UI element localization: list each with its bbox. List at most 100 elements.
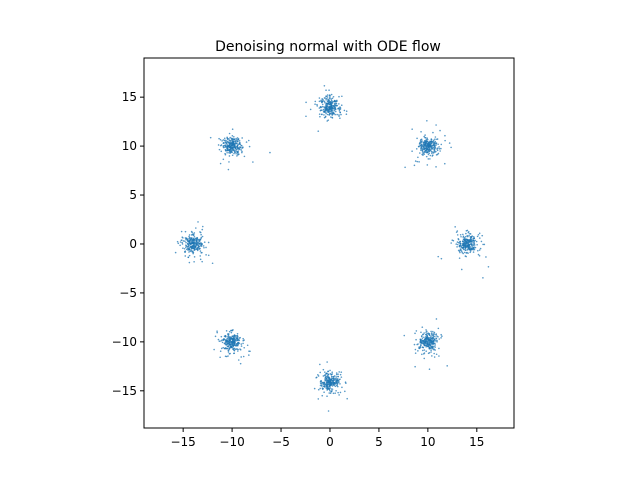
scatter-point <box>467 245 470 248</box>
scatter-point <box>319 382 322 385</box>
scatter-point <box>333 384 336 387</box>
scatter-point <box>190 245 192 248</box>
scatter-point <box>309 108 312 111</box>
scatter-point <box>331 382 334 385</box>
scatter-point <box>205 254 207 256</box>
scatter-point <box>423 147 426 150</box>
chart-title: Denoising normal with ODE flow <box>215 39 441 55</box>
scatter-point <box>421 337 424 339</box>
scatter-point <box>235 137 237 140</box>
scatter-point <box>328 378 331 381</box>
scatter-point <box>429 340 431 343</box>
scatter-point <box>229 136 231 139</box>
scatter-point <box>479 247 482 250</box>
scatter-point <box>431 144 434 147</box>
scatter-point <box>241 151 243 154</box>
scatter-point <box>468 246 470 249</box>
scatter-point <box>478 237 481 239</box>
scatter-point <box>477 233 480 236</box>
scatter-point <box>478 232 481 235</box>
scatter-point <box>483 243 486 246</box>
scatter-point <box>322 100 325 102</box>
scatter-point <box>236 348 238 350</box>
scatter-point <box>236 155 238 157</box>
scatter-point <box>201 235 204 238</box>
scatter-point <box>430 347 432 349</box>
scatter-point <box>328 106 331 109</box>
scatter-point <box>330 376 333 378</box>
scatter-point <box>446 365 449 367</box>
scatter-point <box>225 140 228 142</box>
scatter-point <box>463 244 466 247</box>
scatter-point <box>226 347 228 350</box>
x-tick-label: −5 <box>272 435 290 449</box>
scatter-point <box>421 349 424 352</box>
scatter-point <box>464 245 467 248</box>
scatter-point <box>329 100 331 103</box>
scatter-point <box>334 110 337 113</box>
scatter-point <box>419 140 422 142</box>
scatter-point <box>426 344 428 347</box>
scatter-point <box>331 371 333 374</box>
scatter-point <box>456 243 459 246</box>
scatter-point <box>436 339 438 342</box>
scatter-point <box>475 240 478 243</box>
scatter-point <box>424 333 427 336</box>
scatter-point <box>467 242 470 245</box>
scatter-point <box>231 346 234 349</box>
scatter-point <box>472 239 474 242</box>
y-tick-label: 10 <box>122 139 137 153</box>
scatter-point <box>187 256 190 259</box>
y-tick-label: 5 <box>129 188 137 202</box>
scatter-point <box>193 240 195 243</box>
scatter-point <box>318 113 321 115</box>
scatter-point <box>323 381 326 384</box>
scatter-point <box>340 371 343 373</box>
scatter-point <box>464 246 467 249</box>
scatter-point <box>441 335 443 338</box>
scatter-point <box>199 250 202 252</box>
scatter-point <box>335 102 337 104</box>
scatter-point <box>427 158 430 160</box>
scatter-point <box>320 109 322 111</box>
scatter-point <box>305 115 307 118</box>
scatter-point <box>325 377 328 380</box>
scatter-point <box>249 350 251 353</box>
scatter-point <box>232 344 235 347</box>
scatter-point <box>450 146 452 149</box>
scatter-point <box>459 251 461 254</box>
scatter-point <box>233 349 236 352</box>
scatter-point <box>338 103 340 105</box>
scatter-point <box>439 150 441 152</box>
scatter-point <box>425 141 428 144</box>
scatter-point <box>228 330 231 333</box>
scatter-point <box>235 336 237 339</box>
scatter-point <box>227 355 229 357</box>
scatter-point <box>228 341 230 344</box>
scatter-point <box>334 382 337 385</box>
scatter-point <box>467 252 469 254</box>
scatter-point <box>230 329 233 332</box>
scatter-point <box>485 256 487 258</box>
scatter-point <box>305 101 307 104</box>
scatter-point <box>226 343 229 346</box>
scatter-point <box>181 239 183 241</box>
scatter-point <box>344 390 346 393</box>
scatter-point <box>462 246 464 249</box>
scatter-point <box>223 335 226 337</box>
scatter-point <box>434 146 436 149</box>
scatter-point <box>225 355 228 358</box>
scatter-point <box>472 251 475 253</box>
scatter-point <box>189 250 192 253</box>
scatter-point <box>455 231 458 233</box>
scatter-point <box>236 142 238 145</box>
scatter-point <box>411 128 413 130</box>
scatter-point <box>435 353 438 356</box>
scatter-point <box>435 154 438 156</box>
scatter-point <box>227 145 229 148</box>
scatter-point <box>430 337 432 340</box>
scatter-point <box>228 149 231 151</box>
scatter-point <box>436 148 438 150</box>
scatter-point <box>240 356 243 358</box>
scatter-point <box>430 138 433 140</box>
